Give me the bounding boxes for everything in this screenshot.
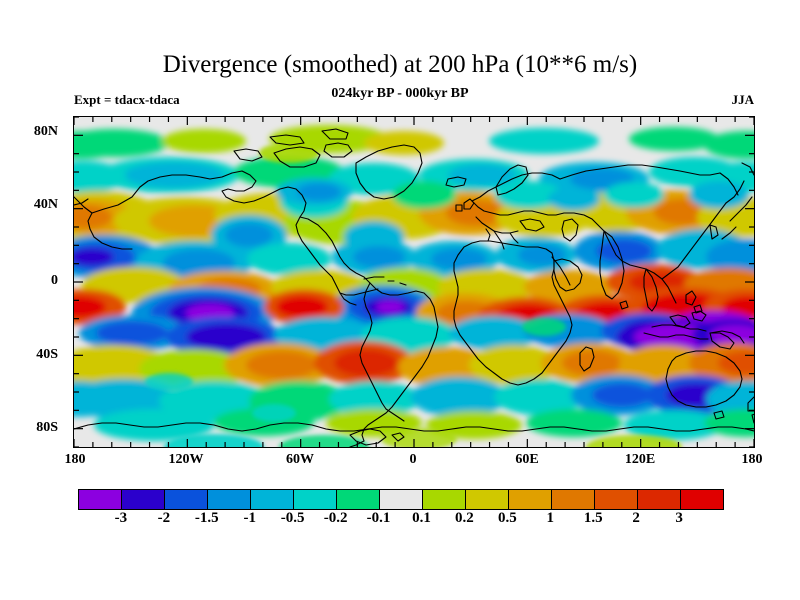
- colorbar-swatch-9[interactable]: [466, 490, 509, 509]
- colorbar-tick-label-11: 1.5: [583, 510, 603, 526]
- colorbar-swatch-12[interactable]: [595, 490, 638, 509]
- contour-detail-layer: [145, 143, 682, 447]
- ytick-label-80n: 80N: [33, 124, 58, 139]
- contour-fill-layer: [74, 125, 754, 441]
- colorbar-swatch-0[interactable]: [79, 490, 122, 509]
- colorbar-swatch-2[interactable]: [165, 490, 208, 509]
- ytick-label-80s: 80S: [36, 420, 58, 435]
- chart-subtitle: 024kyr BP - 000kyr BP: [331, 86, 469, 101]
- ytick-label-40n: 40N: [33, 197, 58, 212]
- colorbar-tick-label-12: 2: [632, 510, 640, 526]
- colorbar-swatch-6[interactable]: [337, 490, 380, 509]
- divergence-contour-map: [74, 117, 754, 447]
- colorbar-tick-label-13: 3: [675, 510, 683, 526]
- colorbar-tick-label-10: 1: [546, 510, 555, 526]
- xtick-label-0: 0: [409, 452, 417, 467]
- colorbar-swatch-1[interactable]: [122, 490, 165, 509]
- colorbar-swatch-3[interactable]: [208, 490, 251, 509]
- colorbar-swatch-5[interactable]: [294, 490, 337, 509]
- colorbar[interactable]: [78, 489, 724, 510]
- colorbar-swatch-4[interactable]: [251, 490, 294, 509]
- xtick-label-60e: 60E: [515, 452, 539, 467]
- colorbar-tick-label-5: -0.2: [323, 510, 348, 526]
- season-label: JJA: [731, 92, 754, 107]
- colorbar-tick-label-8: 0.2: [455, 510, 474, 526]
- ytick-label-40s: 40S: [36, 347, 58, 362]
- colorbar-tick-label-4: -0.5: [280, 510, 305, 526]
- colorbar-tick-label-1: -2: [157, 510, 171, 526]
- colorbar-swatch-7[interactable]: [380, 490, 423, 509]
- colorbar-swatch-8[interactable]: [423, 490, 466, 509]
- colorbar-swatch-14[interactable]: [681, 490, 723, 509]
- experiment-label: Expt = tdacx-tdaca: [74, 92, 180, 107]
- colorbar-swatch-13[interactable]: [638, 490, 681, 509]
- colorbar-tick-label-6: -0.1: [366, 510, 391, 526]
- coastline-layer: [74, 128, 754, 447]
- xtick-label-60w: 60W: [286, 452, 314, 467]
- map-plot-area: [73, 116, 755, 448]
- tick-layer: [74, 117, 754, 447]
- xtick-label-120e: 120E: [624, 452, 656, 467]
- colorbar-swatch-11[interactable]: [552, 490, 595, 509]
- colorbar-tick-label-3: -1: [243, 510, 256, 526]
- xtick-label-120w: 120W: [168, 452, 204, 467]
- colorbar-tick-label-2: -1.5: [194, 510, 219, 526]
- xtick-label-180e: 180: [741, 452, 763, 467]
- colorbar-swatch-10[interactable]: [509, 490, 552, 509]
- colorbar-tick-label-7: 0.1: [412, 510, 431, 526]
- page-title: Divergence (smoothed) at 200 hPa (10**6 …: [162, 51, 638, 78]
- ytick-label-0: 0: [51, 273, 58, 288]
- colorbar-tick-label-9: 0.5: [497, 510, 517, 526]
- xtick-label-180w: 180: [64, 452, 86, 467]
- colorbar-tick-label-0: -3: [114, 510, 128, 526]
- colorbar-labels: -3 -2 -1.5 -1 -0.5 -0.2 -0.1 0.1 0.2 0.5 1 1.5 2 3: [0, 509, 800, 529]
